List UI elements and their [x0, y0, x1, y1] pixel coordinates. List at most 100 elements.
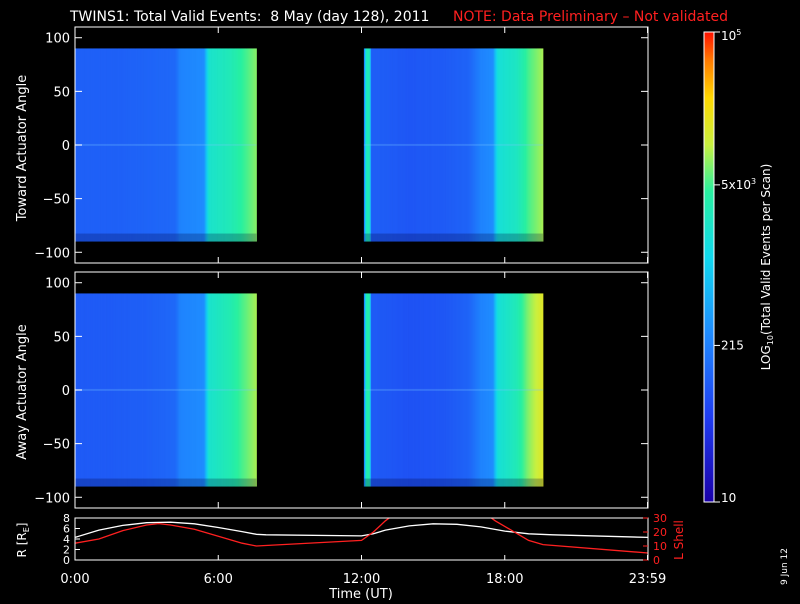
heat-column: [396, 293, 398, 487]
edge-band: [75, 233, 257, 242]
heat-column: [112, 48, 114, 242]
heat-column: [536, 293, 539, 487]
heat-column: [397, 293, 399, 487]
heat-column: [212, 48, 214, 242]
heat-column: [443, 48, 446, 242]
heat-column: [184, 293, 187, 487]
heat-column: [368, 293, 371, 487]
heat-column: [377, 293, 379, 487]
heat-column: [384, 48, 386, 242]
heat-column: [433, 48, 435, 242]
heat-column: [197, 48, 200, 242]
heat-column: [227, 48, 230, 242]
y-tick-label: 100: [45, 32, 70, 47]
heat-column: [465, 48, 467, 242]
heat-column: [402, 293, 404, 487]
heat-column: [465, 293, 467, 487]
heat-column: [411, 48, 414, 242]
heat-column: [119, 48, 121, 242]
heat-column: [98, 293, 101, 487]
heat-column: [201, 293, 204, 487]
heat-column: [424, 48, 427, 242]
heat-column: [436, 293, 439, 487]
heat-column: [470, 293, 472, 487]
heat-column: [449, 48, 452, 242]
heat-column: [388, 48, 391, 242]
heat-column: [447, 293, 450, 487]
heat-column: [437, 48, 440, 242]
heat-column: [214, 293, 217, 487]
heat-column: [467, 293, 470, 487]
heat-column: [121, 48, 124, 242]
heat-column: [473, 293, 476, 487]
heat-column: [504, 48, 507, 242]
heat-column: [374, 293, 377, 487]
heat-column: [138, 293, 140, 487]
heat-column: [498, 48, 501, 242]
heat-column: [234, 48, 237, 242]
colorbar-frame: [703, 31, 715, 503]
heat-column: [386, 48, 389, 242]
y-tick-label: −100: [34, 491, 70, 506]
heat-column: [94, 48, 96, 242]
heat-column: [517, 293, 520, 487]
heat-column: [460, 293, 463, 487]
heat-column: [221, 48, 224, 242]
heat-column: [170, 48, 173, 242]
heat-column: [400, 293, 403, 487]
heat-column: [477, 293, 479, 487]
heat-column: [453, 293, 456, 487]
heat-column: [405, 293, 408, 487]
heat-column: [496, 48, 498, 242]
heat-column: [416, 48, 418, 242]
heat-column: [403, 48, 405, 242]
heat-column: [255, 48, 257, 242]
heat-column: [162, 48, 164, 242]
heat-column: [538, 48, 540, 242]
l-shell-line: [75, 518, 648, 554]
orbit-left-ylabel: R [RE]: [15, 523, 31, 558]
heat-column: [441, 293, 444, 487]
heat-column: [531, 293, 533, 487]
heat-column: [462, 48, 465, 242]
heat-column: [527, 293, 530, 487]
heat-column: [193, 293, 195, 487]
heat-column: [535, 48, 538, 242]
heat-column: [502, 48, 504, 242]
heat-column: [489, 293, 491, 487]
heat-column: [365, 48, 367, 242]
heat-column: [242, 48, 244, 242]
heat-column: [144, 48, 146, 242]
heat-column: [152, 293, 155, 487]
preliminary-note: NOTE: Data Preliminary – Not validated: [453, 9, 728, 25]
colorbar-tick-label: 5x103: [721, 177, 756, 192]
heat-column: [150, 293, 152, 487]
heat-column: [116, 48, 119, 242]
heat-column: [95, 293, 97, 487]
heat-column: [423, 48, 426, 242]
heat-column: [227, 293, 230, 487]
heat-column: [404, 48, 407, 242]
heat-column: [153, 48, 156, 242]
heat-column: [424, 293, 427, 487]
heat-column: [165, 48, 168, 242]
heat-column: [126, 48, 128, 242]
x-tick-label: 12:00: [343, 572, 380, 587]
heat-column: [406, 293, 409, 487]
heat-column: [194, 48, 196, 242]
heat-column: [196, 48, 199, 242]
heat-column: [363, 48, 366, 242]
heat-column: [181, 48, 183, 242]
heat-column: [219, 293, 222, 487]
heat-column: [497, 48, 500, 242]
heat-column: [485, 48, 488, 242]
heat-column: [484, 48, 487, 242]
heat-column: [193, 48, 195, 242]
heat-column: [220, 48, 223, 242]
heat-column: [158, 48, 161, 242]
heat-column: [110, 48, 113, 242]
heat-column: [164, 48, 167, 242]
heat-column: [410, 48, 413, 242]
heat-column: [517, 48, 520, 242]
heat-column: [225, 293, 227, 487]
